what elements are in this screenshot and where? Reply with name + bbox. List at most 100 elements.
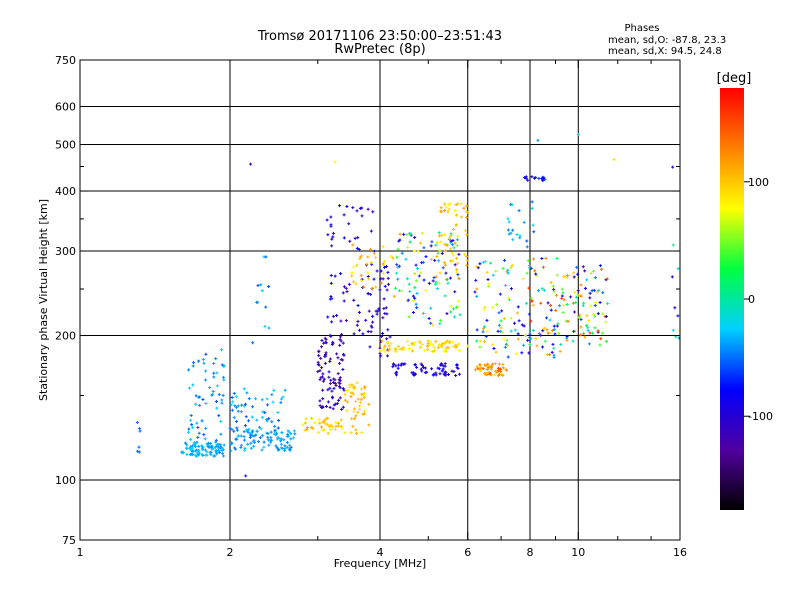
data-point xyxy=(255,418,259,422)
data-point xyxy=(529,337,533,341)
data-point xyxy=(343,431,347,435)
data-point xyxy=(459,215,463,219)
data-point xyxy=(333,382,337,386)
data-point xyxy=(502,337,506,341)
data-point xyxy=(527,263,531,267)
data-point xyxy=(475,287,479,291)
data-point xyxy=(493,373,497,377)
data-point xyxy=(441,364,445,368)
data-point xyxy=(375,269,379,273)
data-point xyxy=(465,233,469,237)
data-point xyxy=(217,446,221,450)
data-point xyxy=(596,329,600,333)
plot-area: 1 2 4 6 8 10 16 75 100 200 300 400 500 600 750 xyxy=(55,54,687,559)
data-point xyxy=(198,403,202,407)
data-point xyxy=(552,353,556,357)
data-point xyxy=(418,271,422,275)
data-point xyxy=(270,420,274,424)
data-point xyxy=(565,302,569,306)
data-point xyxy=(475,339,479,343)
data-point xyxy=(213,446,217,450)
data-point xyxy=(355,246,359,250)
data-point xyxy=(321,379,325,383)
data-point xyxy=(565,338,569,342)
data-point xyxy=(267,326,271,330)
data-point xyxy=(485,318,489,322)
data-point xyxy=(338,396,342,400)
data-point xyxy=(197,449,201,453)
data-point xyxy=(429,258,433,262)
data-point xyxy=(352,265,356,269)
data-point xyxy=(478,262,482,266)
data-point xyxy=(352,407,356,411)
data-point xyxy=(138,427,142,431)
data-point xyxy=(317,418,321,422)
data-point xyxy=(341,387,345,391)
data-point xyxy=(332,386,336,390)
phases-heading: Phases xyxy=(624,23,659,34)
data-point xyxy=(597,289,601,293)
y-tick-label: 200 xyxy=(55,330,76,343)
data-point xyxy=(203,378,207,382)
data-point xyxy=(191,364,195,368)
data-point xyxy=(483,371,487,375)
data-point xyxy=(342,236,346,240)
data-point xyxy=(555,256,559,260)
data-point xyxy=(354,399,358,403)
data-point xyxy=(386,349,390,353)
data-point xyxy=(497,362,501,366)
data-point xyxy=(509,287,513,291)
data-point xyxy=(478,365,482,369)
data-point xyxy=(280,431,284,435)
data-point xyxy=(579,283,583,287)
data-point xyxy=(283,388,287,392)
data-point xyxy=(593,314,597,318)
data-point xyxy=(367,309,371,313)
data-point xyxy=(537,331,541,335)
x-tick-label: 1 xyxy=(77,546,84,559)
data-point xyxy=(456,343,460,347)
data-point xyxy=(422,278,426,282)
data-point xyxy=(195,421,199,425)
data-point xyxy=(587,342,591,346)
data-point xyxy=(439,240,443,244)
data-point xyxy=(269,440,273,444)
data-point xyxy=(328,382,332,386)
data-point xyxy=(516,305,520,309)
data-point xyxy=(434,280,438,284)
data-point xyxy=(185,453,189,457)
data-point xyxy=(320,345,324,349)
data-point xyxy=(344,286,348,290)
data-point xyxy=(526,259,530,263)
data-point xyxy=(569,295,573,299)
data-point xyxy=(576,272,580,276)
data-point xyxy=(210,444,214,448)
data-point xyxy=(671,165,675,169)
data-point xyxy=(372,277,376,281)
data-point xyxy=(289,445,293,449)
data-point xyxy=(440,233,444,237)
data-point xyxy=(443,208,447,212)
data-point xyxy=(375,312,379,316)
data-point xyxy=(196,425,200,429)
data-point xyxy=(355,209,359,213)
data-point xyxy=(486,362,490,366)
data-point xyxy=(185,443,189,447)
data-point xyxy=(214,399,218,403)
data-point xyxy=(484,364,488,368)
data-point xyxy=(576,132,580,136)
data-point xyxy=(350,274,354,278)
data-point xyxy=(449,304,453,308)
colorbar-tick-label: 100 xyxy=(748,176,769,189)
data-point xyxy=(338,386,342,390)
data-point xyxy=(551,284,555,288)
data-point xyxy=(583,335,587,339)
data-point xyxy=(591,312,595,316)
data-point xyxy=(229,403,233,407)
data-point xyxy=(328,386,332,390)
data-point xyxy=(336,356,340,360)
data-point xyxy=(417,274,421,278)
data-point xyxy=(380,334,384,338)
data-point xyxy=(564,319,568,323)
data-point xyxy=(277,447,281,451)
